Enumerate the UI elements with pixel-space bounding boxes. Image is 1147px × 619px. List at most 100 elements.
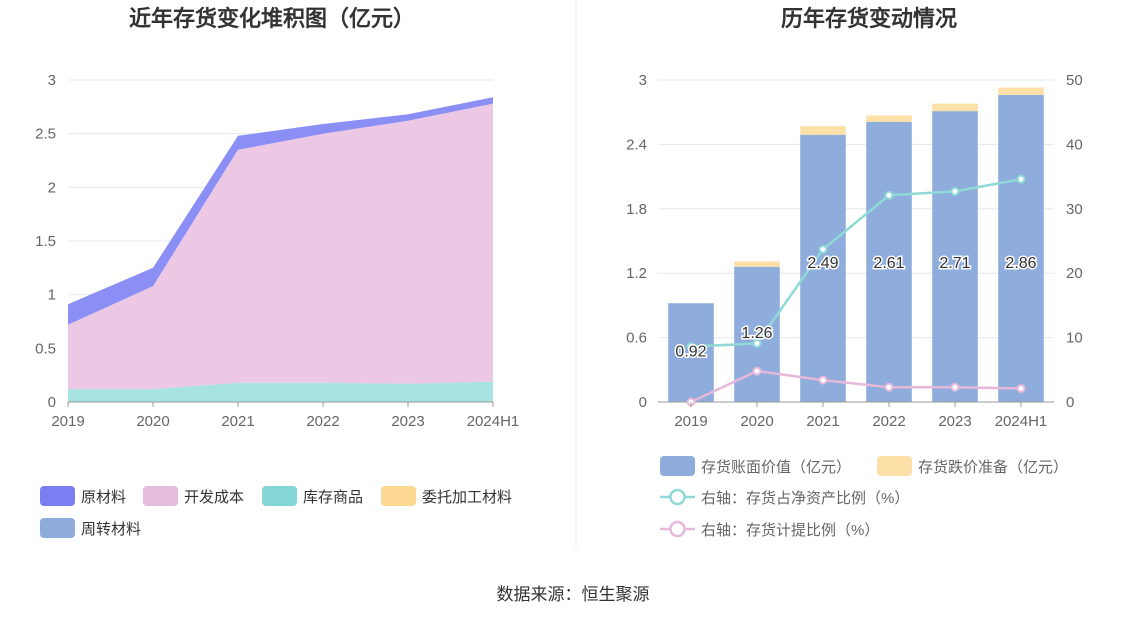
bar-value-label: 2.71 [939,255,970,272]
right-y2-tick-label: 30 [1066,201,1083,218]
area-series-2 [68,381,493,402]
right-y-axis-left: 0 0.6 1.2 1.8 2.4 3 [626,72,647,411]
right-y-tick-label: 0.6 [626,330,647,347]
legend-swatch [40,518,75,538]
left-legend-item[interactable]: 开发成本 [143,486,244,506]
line-point[interactable] [884,190,894,200]
legend-label: 存货跌价准备（亿元） [918,459,1068,476]
right-gridlines [658,79,1054,339]
left-x-tick-label: 2020 [136,413,169,430]
right-x-tick-label: 2019 [674,413,707,430]
left-x-tick-label: 2022 [306,413,339,430]
line-point[interactable] [818,244,828,254]
left-legend-item[interactable]: 原材料 [40,486,126,506]
legend-label: 周转材料 [81,521,141,538]
legend-marker [669,488,686,506]
line-point[interactable] [752,366,762,376]
right-y-tick-label: 0 [639,394,647,411]
left-stacked-areas [68,97,493,402]
right-x-tick-label: 2022 [872,413,905,430]
left-legend-item[interactable]: 库存商品 [262,486,363,506]
area-series-0 [68,97,493,325]
right-legend-item[interactable]: 右轴：存货计提比例（%） [660,520,879,539]
line-point[interactable] [752,338,762,348]
right-y-tick-label: 1.8 [626,201,647,218]
legend-swatch [660,456,695,476]
legend-label: 右轴：存货占净资产比例（%） [701,490,909,507]
right-legend: 存货账面价值（亿元） 存货跌价准备（亿元） 右轴：存货占净资产比例（%） 右轴：存货计… [660,456,1068,539]
left-x-tick-label: 2023 [391,413,424,430]
legend-marker [669,520,686,538]
legend-swatch [381,486,416,506]
bar-value-label: 2.61 [873,255,904,272]
bar-value-label: 0.92 [675,343,706,360]
right-x-tick-label: 2023 [938,413,971,430]
line-point[interactable] [1016,174,1026,184]
left-legend-item[interactable]: 周转材料 [40,518,141,538]
legend-swatch [877,456,912,476]
inventory-bar-line-chart: 历年存货变动情况 0.92 1.26 2.49 2.61 2.71 2.86 0 0.6 1.… [626,6,1083,539]
right-y-tick-label: 2.4 [626,136,647,153]
right-chart-title: 历年存货变动情况 [781,6,957,31]
left-y-axis: 0 0.5 1 1.5 2 2.5 3 [35,72,56,411]
left-y-tick-label: 2.5 [35,126,56,143]
right-y-tick-label: 3 [639,72,647,89]
right-y-axis-right: 0 10 20 30 40 50 [1066,72,1083,411]
left-legend-item[interactable]: 委托加工材料 [381,486,512,506]
left-y-tick-label: 1.5 [35,233,56,250]
right-lines [686,174,1026,407]
right-y2-tick-label: 20 [1066,265,1083,282]
left-x-axis: 2019 2020 2021 2022 2023 2024H1 [51,402,519,430]
bar-book-value[interactable] [932,111,978,403]
legend-swatch [143,486,178,506]
right-x-tick-label: 2020 [740,413,773,430]
left-x-tick-label: 2024H1 [467,413,520,430]
right-x-tick-label: 2024H1 [995,413,1048,430]
line-point[interactable] [950,186,960,196]
bar-book-value[interactable] [800,134,846,403]
right-y2-tick-label: 40 [1066,136,1083,153]
line-point[interactable] [1016,383,1026,393]
right-legend-item[interactable]: 右轴：存货占净资产比例（%） [660,488,909,507]
bar-value-label: 2.49 [807,255,838,272]
bar-impairment[interactable] [998,87,1044,96]
line-point[interactable] [950,382,960,392]
right-legend-item[interactable]: 存货账面价值（亿元） [660,456,851,476]
left-y-tick-label: 2 [48,179,56,196]
right-y2-tick-label: 50 [1066,72,1083,89]
legend-label: 右轴：存货计提比例（%） [701,522,879,539]
left-y-tick-label: 0.5 [35,340,56,357]
bar-impairment[interactable] [932,103,978,112]
left-y-tick-label: 0 [48,394,56,411]
bar-impairment[interactable] [734,261,780,267]
right-y2-tick-label: 10 [1066,330,1083,347]
legend-label: 开发成本 [184,489,244,506]
line-point[interactable] [884,382,894,392]
left-chart-title: 近年存货变化堆积图（亿元） [129,6,415,31]
right-x-axis: 2019 2020 2021 2022 2023 2024H1 [674,402,1047,430]
data-source: 数据来源：恒生聚源 [497,585,650,604]
right-bars [668,87,1044,403]
inventory-stacked-area-chart: 近年存货变化堆积图（亿元） 0 0.5 1 1.5 2 2.5 3 2019 2020 2021… [35,6,519,538]
legend-label: 委托加工材料 [422,489,512,506]
bar-book-value[interactable] [998,95,1044,402]
bar-value-label: 2.86 [1005,255,1036,272]
left-y-tick-label: 1 [48,287,56,304]
bar-impairment[interactable] [866,115,912,122]
left-y-tick-label: 3 [48,72,56,89]
right-x-tick-label: 2021 [806,413,839,430]
right-y2-tick-label: 0 [1066,394,1074,411]
area-series-1 [68,103,493,390]
right-y-tick-label: 1.2 [626,265,647,282]
line-point[interactable] [686,342,696,352]
right-legend-item[interactable]: 存货跌价准备（亿元） [877,456,1068,476]
bar-impairment[interactable] [800,126,846,135]
legend-label: 原材料 [81,489,126,506]
line-series-0 [690,177,1022,348]
bar-book-value[interactable] [866,121,912,403]
bar-book-value[interactable] [668,303,714,402]
legend-label: 存货账面价值（亿元） [701,459,851,476]
legend-label: 库存商品 [303,489,363,506]
line-point[interactable] [818,375,828,385]
